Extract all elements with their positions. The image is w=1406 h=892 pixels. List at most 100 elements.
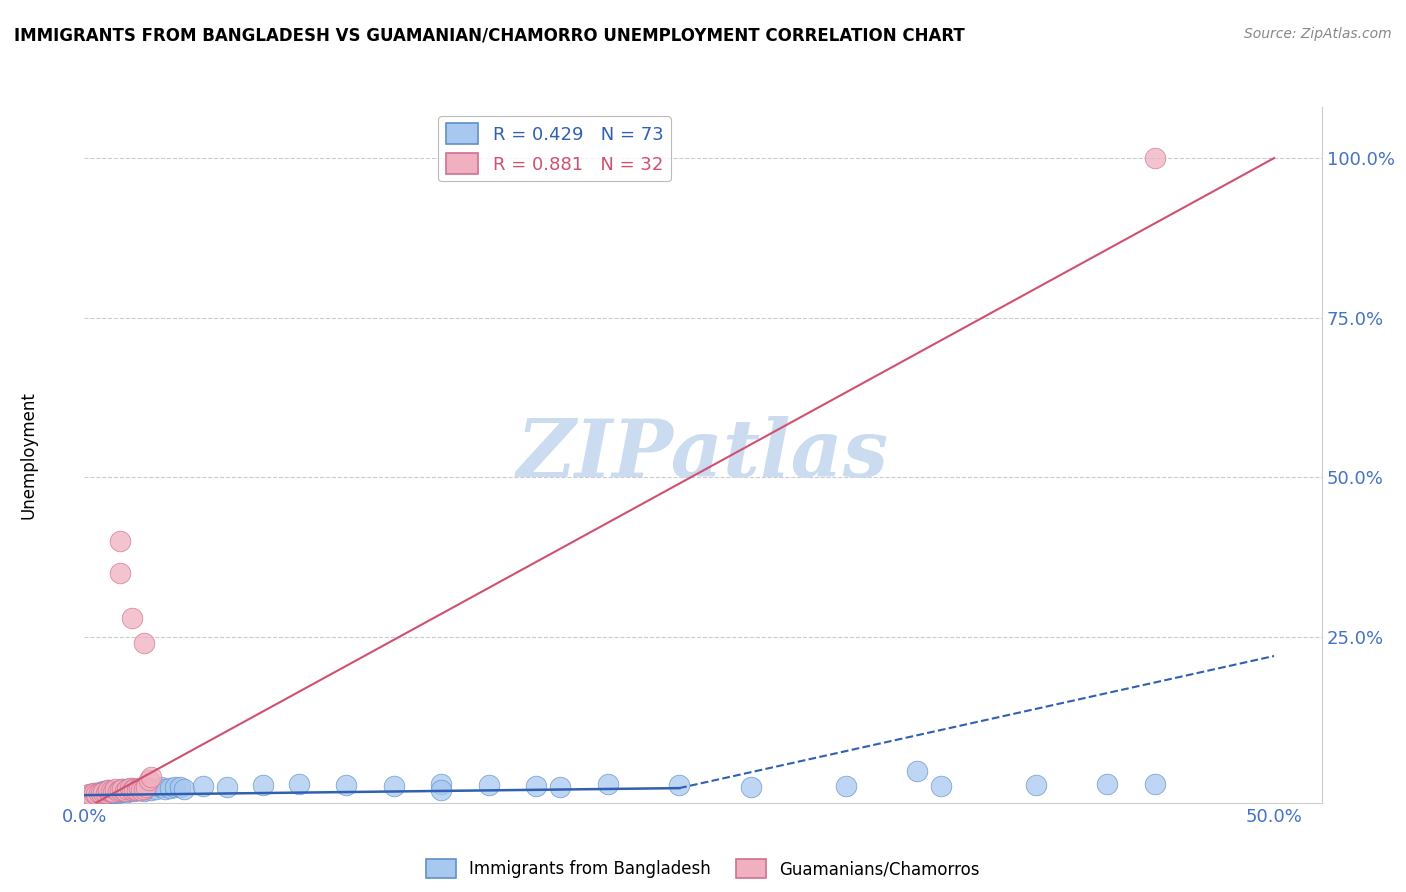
- Point: [1025, 778, 1047, 792]
- Point: [97, 784, 120, 798]
- Point: [93, 785, 115, 799]
- Point: [76, 788, 98, 802]
- Point: [128, 781, 150, 796]
- Point: [97, 785, 120, 799]
- Point: [163, 780, 186, 794]
- Point: [139, 783, 162, 797]
- Point: [73, 789, 96, 804]
- Point: [169, 780, 191, 795]
- Point: [929, 779, 952, 793]
- Point: [84, 788, 107, 802]
- Point: [135, 782, 157, 797]
- Point: [1144, 151, 1167, 165]
- Point: [135, 780, 157, 794]
- Point: [132, 636, 155, 650]
- Point: [87, 788, 110, 802]
- Point: [93, 787, 115, 801]
- Point: [131, 781, 153, 796]
- Point: [94, 788, 117, 802]
- Point: [97, 783, 120, 797]
- Point: [905, 764, 928, 778]
- Point: [84, 787, 107, 801]
- Point: [100, 786, 122, 800]
- Point: [84, 786, 107, 800]
- Point: [548, 780, 571, 794]
- Point: [93, 784, 115, 798]
- Point: [114, 783, 136, 797]
- Point: [108, 534, 131, 549]
- Point: [155, 782, 177, 797]
- Point: [124, 783, 146, 797]
- Point: [1097, 777, 1119, 791]
- Point: [526, 779, 548, 793]
- Point: [121, 783, 143, 797]
- Point: [87, 787, 110, 801]
- Point: [108, 566, 131, 580]
- Point: [107, 786, 129, 800]
- Point: [108, 783, 131, 797]
- Point: [287, 777, 309, 791]
- Point: [115, 785, 138, 799]
- Point: [668, 778, 690, 792]
- Text: IMMIGRANTS FROM BANGLADESH VS GUAMANIAN/CHAMORRO UNEMPLOYMENT CORRELATION CHART: IMMIGRANTS FROM BANGLADESH VS GUAMANIAN/…: [14, 27, 965, 45]
- Point: [83, 786, 105, 800]
- Point: [121, 610, 143, 624]
- Point: [131, 783, 153, 797]
- Point: [128, 783, 150, 797]
- Point: [90, 785, 112, 799]
- Point: [173, 781, 195, 796]
- Point: [118, 784, 141, 798]
- Point: [77, 788, 100, 802]
- Point: [115, 782, 138, 797]
- Point: [77, 787, 100, 801]
- Point: [118, 781, 141, 796]
- Point: [1144, 777, 1167, 791]
- Point: [217, 780, 239, 794]
- Point: [335, 778, 357, 792]
- Point: [83, 786, 105, 800]
- Point: [478, 778, 501, 792]
- Point: [101, 785, 124, 799]
- Point: [94, 786, 117, 800]
- Point: [121, 781, 143, 796]
- Point: [80, 788, 103, 802]
- Point: [149, 780, 172, 795]
- Point: [193, 779, 215, 793]
- Point: [121, 783, 143, 797]
- Point: [430, 777, 453, 791]
- Point: [77, 789, 100, 803]
- Point: [124, 781, 146, 796]
- Text: Unemployment: Unemployment: [20, 391, 38, 519]
- Point: [100, 784, 122, 798]
- Point: [145, 781, 167, 796]
- Point: [111, 781, 134, 796]
- Point: [80, 788, 103, 802]
- Point: [83, 789, 105, 803]
- Point: [111, 781, 134, 796]
- Point: [132, 781, 155, 796]
- Point: [76, 788, 98, 802]
- Point: [101, 786, 124, 800]
- Point: [108, 785, 131, 799]
- Point: [252, 778, 274, 792]
- Point: [835, 779, 858, 793]
- Point: [97, 787, 120, 801]
- Point: [90, 786, 112, 800]
- Point: [108, 783, 131, 797]
- Point: [73, 789, 96, 804]
- Point: [430, 783, 453, 797]
- Point: [740, 780, 762, 794]
- Point: [100, 783, 122, 797]
- Point: [125, 782, 148, 797]
- Point: [94, 786, 117, 800]
- Point: [114, 783, 136, 797]
- Point: [80, 787, 103, 801]
- Point: [139, 770, 162, 784]
- Point: [115, 782, 138, 797]
- Point: [125, 783, 148, 797]
- Point: [107, 784, 129, 798]
- Point: [596, 777, 619, 791]
- Point: [101, 783, 124, 797]
- Point: [90, 788, 112, 802]
- Point: [138, 781, 160, 796]
